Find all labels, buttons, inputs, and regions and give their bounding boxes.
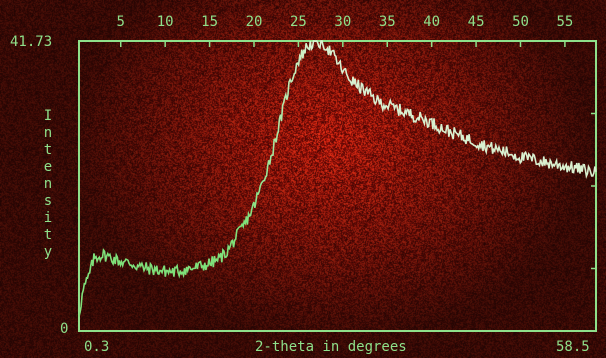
x-tick-label: 20 [246, 14, 263, 30]
y-max-label: 41.73 [10, 35, 52, 49]
y-axis-title: Intensity [40, 108, 56, 261]
x-tick-labels: 5 10 15 20 25 30 35 40 45 50 55 [117, 14, 574, 30]
x-tick-label: 35 [379, 14, 396, 30]
x-tick-label: 5 [117, 14, 125, 30]
x-tick-label: 25 [290, 14, 307, 30]
x-tick-label: 55 [556, 14, 573, 30]
x-tick-label: 40 [423, 14, 440, 30]
x-tick-label: 50 [512, 14, 529, 30]
y-min-label: 0 [60, 322, 68, 336]
x-min-label: 0.3 [84, 340, 109, 354]
plot-frame [79, 41, 596, 331]
x-tick-label: 30 [334, 14, 351, 30]
x-tick-label: 10 [157, 14, 174, 30]
x-axis-title: 2-theta in degrees [255, 340, 407, 354]
x-tick-label: 15 [201, 14, 218, 30]
diffraction-trace [79, 41, 596, 317]
x-tick-label: 45 [468, 14, 485, 30]
x-max-label: 58.5 [556, 340, 590, 354]
